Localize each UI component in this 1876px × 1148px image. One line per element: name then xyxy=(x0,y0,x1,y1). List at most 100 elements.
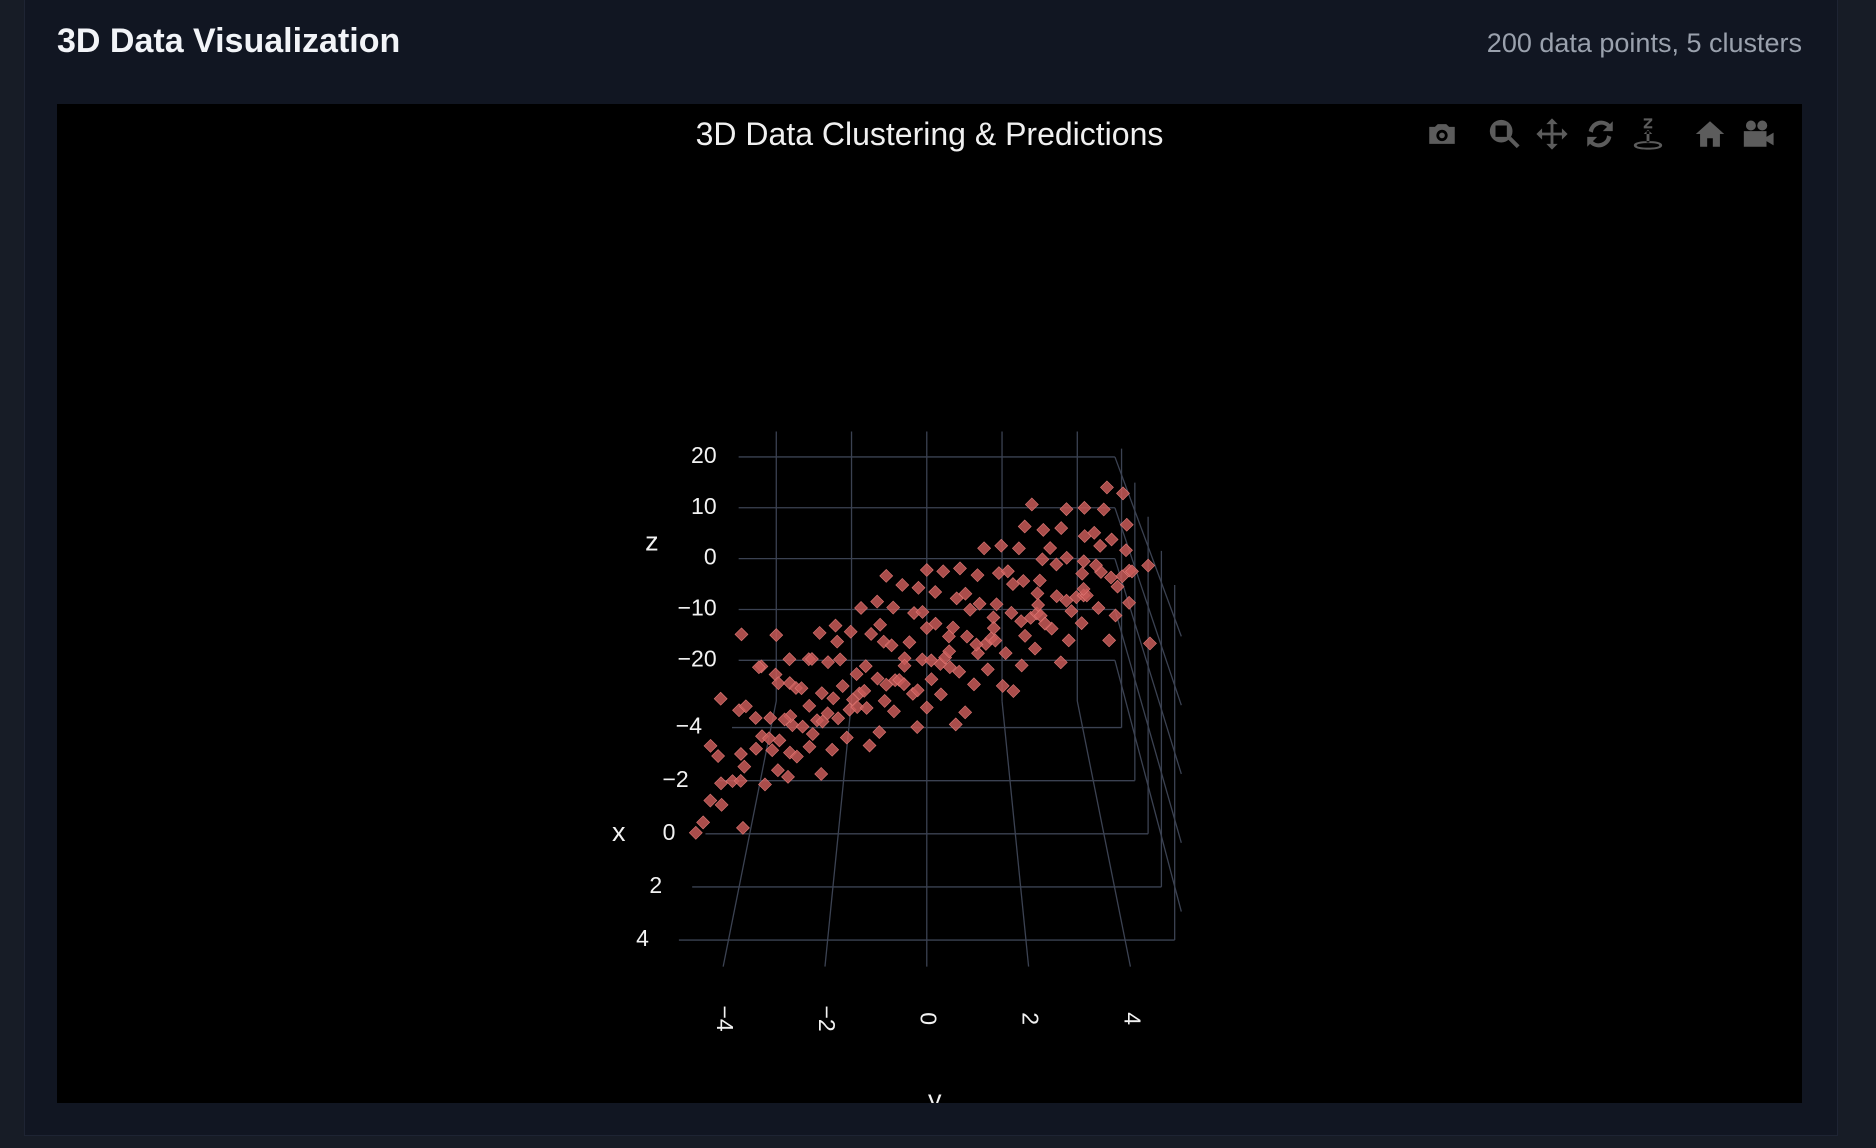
data-point xyxy=(1102,633,1117,648)
data-point xyxy=(1074,616,1089,631)
data-point xyxy=(688,825,703,840)
data-point xyxy=(814,686,829,701)
y-tick-label: 0 xyxy=(916,1012,942,1025)
data-point xyxy=(902,635,917,650)
zoom-icon xyxy=(1489,119,1520,149)
data-point xyxy=(814,767,829,781)
data-point xyxy=(1059,502,1074,517)
data-point xyxy=(1031,598,1046,612)
zoom-button[interactable] xyxy=(1480,114,1528,154)
data-point xyxy=(980,662,995,677)
data-point xyxy=(948,717,963,732)
floor-gridline-y xyxy=(824,700,853,967)
data-point xyxy=(751,660,766,675)
data-point xyxy=(1119,517,1134,532)
z-axis-title: z xyxy=(645,527,659,557)
data-point xyxy=(953,561,967,576)
data-point xyxy=(971,646,985,661)
data-point xyxy=(1061,633,1076,648)
data-summary: 200 data points, 5 clusters xyxy=(1486,28,1802,58)
data-point xyxy=(802,739,817,754)
data-point xyxy=(696,815,711,830)
data-point xyxy=(924,672,939,687)
data-point xyxy=(1049,589,1064,604)
data-point xyxy=(703,793,718,808)
data-point xyxy=(858,659,873,674)
data-point xyxy=(1053,655,1068,670)
data-point xyxy=(873,617,888,632)
orbit-rotation-button[interactable] xyxy=(1576,114,1624,154)
y-tick-label: −2 xyxy=(814,1005,840,1031)
data-point xyxy=(1076,582,1091,596)
data-point xyxy=(864,627,879,641)
data-point xyxy=(1059,593,1074,608)
data-point xyxy=(762,731,776,746)
data-point xyxy=(839,730,854,745)
data-point xyxy=(1076,554,1091,569)
data-point xyxy=(1006,684,1021,698)
data-point xyxy=(843,624,858,639)
data-point xyxy=(859,701,874,715)
y-tick-label: 4 xyxy=(1119,1012,1145,1025)
data-point xyxy=(998,646,1013,661)
pan-icon xyxy=(1536,118,1568,150)
data-point xyxy=(870,671,885,686)
data-point xyxy=(820,706,835,721)
data-point xyxy=(1036,522,1051,537)
data-point xyxy=(711,749,726,763)
chart-title: 3D Data Clustering & Predictions xyxy=(695,116,1164,152)
data-point xyxy=(1014,658,1029,673)
data-point xyxy=(1110,579,1125,594)
data-point xyxy=(911,580,926,595)
data-point xyxy=(1038,616,1052,631)
data-point xyxy=(958,586,973,601)
data-point xyxy=(897,658,912,673)
data-point xyxy=(886,600,901,615)
pan-button[interactable] xyxy=(1528,114,1576,154)
data-point xyxy=(734,627,749,642)
video-camera-icon xyxy=(1743,120,1774,147)
data-point xyxy=(910,683,925,698)
page-title: 3D Data Visualization xyxy=(57,22,401,60)
data-point xyxy=(734,747,748,761)
data-point xyxy=(1043,541,1058,555)
y-axis-title: y xyxy=(928,1085,942,1103)
data-point xyxy=(1104,532,1119,547)
data-point xyxy=(1104,570,1118,585)
download-png-button[interactable] xyxy=(1418,114,1466,154)
data-point xyxy=(802,698,817,713)
data-point xyxy=(763,711,778,725)
save-camera-button[interactable] xyxy=(1734,114,1782,154)
data-point xyxy=(1030,586,1045,601)
turntable-rotation-button[interactable] xyxy=(1624,114,1672,154)
data-point xyxy=(738,699,753,714)
data-point xyxy=(994,538,1009,553)
data-point xyxy=(970,568,985,583)
data-point xyxy=(758,777,772,792)
data-point xyxy=(795,719,810,734)
data-point xyxy=(924,653,939,668)
data-point xyxy=(1125,564,1139,579)
x-tick-label: 0 xyxy=(663,819,676,845)
data-point xyxy=(736,820,750,835)
data-point xyxy=(789,749,804,764)
z-tick-label: −20 xyxy=(678,645,717,671)
data-point xyxy=(782,652,797,667)
data-point xyxy=(1108,608,1123,623)
data-point xyxy=(804,652,819,666)
data-point xyxy=(919,700,934,715)
data-point xyxy=(826,691,841,706)
data-point xyxy=(942,660,957,675)
data-point xyxy=(821,655,835,670)
data-point xyxy=(986,621,1001,636)
reset-camera-button[interactable] xyxy=(1686,114,1734,154)
z-tick-label: 10 xyxy=(691,493,717,519)
data-point xyxy=(737,759,752,774)
plot-area[interactable]: −20 −10 0 10 20 −4 −2 0 2 4 −4 −2 0 2 4 z x y 3D Data Clu… xyxy=(57,104,1802,1103)
data-point xyxy=(946,620,960,635)
data-point xyxy=(1049,557,1064,572)
data-point xyxy=(714,797,729,812)
data-point xyxy=(969,637,984,652)
data-point xyxy=(812,626,827,640)
